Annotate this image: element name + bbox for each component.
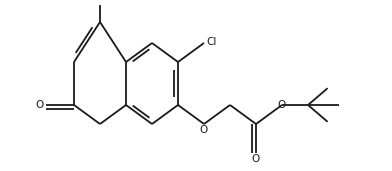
Text: O: O (252, 154, 260, 164)
Text: O: O (36, 100, 44, 110)
Text: O: O (200, 125, 208, 135)
Text: O: O (278, 100, 286, 110)
Text: Cl: Cl (206, 37, 216, 47)
